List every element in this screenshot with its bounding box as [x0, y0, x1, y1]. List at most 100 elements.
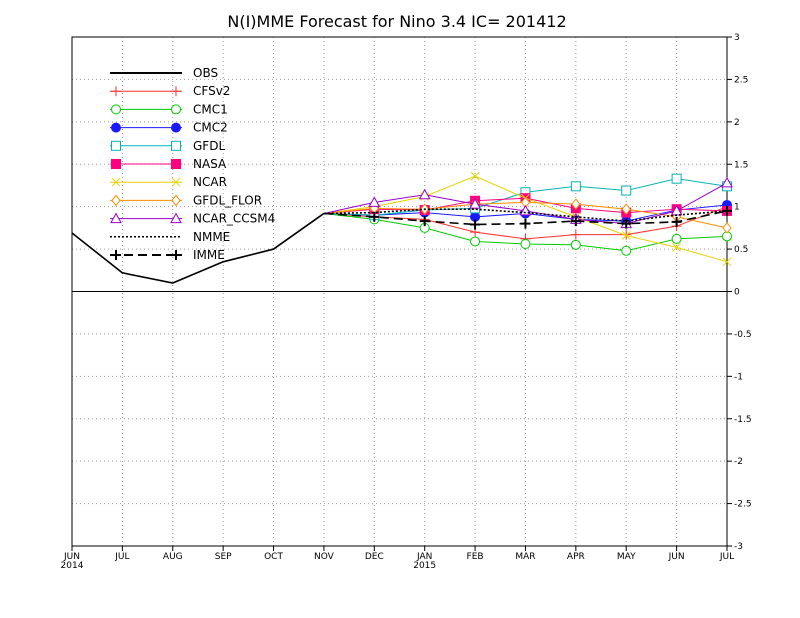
- x-tick-label: NOV: [314, 552, 335, 562]
- legend-marker-cmc1: [111, 104, 121, 115]
- x-tick-label: SEP: [215, 552, 232, 562]
- axes: [71, 36, 732, 551]
- legend-label-gfdl-flor: GFDL_FLOR: [193, 193, 262, 207]
- series-ncar: [323, 171, 732, 267]
- data-point-imme: [570, 216, 581, 227]
- legend-item-obs: OBS: [110, 66, 218, 80]
- legend-marker-gfdl: [111, 140, 121, 151]
- data-point-cmc1: [621, 245, 632, 256]
- x-year-label: 2015: [413, 561, 436, 571]
- series-line-nmme: [323, 208, 728, 222]
- legend-item-nasa: NASA: [110, 157, 227, 171]
- series-obs: [71, 212, 325, 284]
- x-tick-label: JUL: [719, 552, 734, 562]
- data-point-gfdl-flor: [722, 222, 732, 234]
- y-tick-label: 1.5: [734, 160, 748, 170]
- data-point-gfdl-flor: [571, 198, 581, 210]
- data-point-imme: [621, 218, 632, 229]
- y-tick-label: 2: [734, 118, 740, 128]
- x-tick-label: MAY: [617, 552, 636, 562]
- data-point-ncar-ccsm4: [469, 198, 481, 209]
- grid: [72, 37, 727, 546]
- y-tick-label: 1: [734, 203, 740, 213]
- y-tick-label: -1.5: [734, 415, 752, 425]
- legend-label-ncar-ccsm4: NCAR_CCSM4: [193, 212, 275, 226]
- legend-marker-gfdl-flor: [171, 194, 181, 207]
- y-tick-label: -2: [734, 457, 743, 467]
- data-point-ncar: [470, 171, 480, 181]
- legend-item-cfsv2: CFSv2: [110, 84, 230, 98]
- legend-label-nasa: NASA: [193, 157, 227, 171]
- series-imme: [323, 205, 732, 230]
- chart-title: N(I)MME Forecast for Nino 3.4 IC= 201412: [227, 12, 566, 31]
- legend-item-imme: IMME: [110, 248, 225, 262]
- series-nmme: [323, 208, 728, 222]
- data-point-imme: [671, 216, 682, 227]
- data-point-imme: [470, 219, 481, 230]
- legend-label-nmme: NMME: [193, 230, 230, 244]
- data-point-gfdl-flor: [621, 203, 631, 216]
- y-tick-label: -1: [734, 372, 743, 382]
- x-tick-label: AUG: [163, 552, 183, 562]
- y-tick-label: 0: [734, 288, 740, 298]
- data-point-ncar-ccsm4: [721, 176, 733, 188]
- x-year-label: 2014: [61, 561, 84, 571]
- legend-item-nmme: NMME: [110, 230, 230, 244]
- legend-label-gfdl: GFDL: [193, 139, 225, 153]
- legend-marker-nasa: [111, 159, 121, 169]
- x-tick-label: JUN: [668, 552, 685, 562]
- legend-item-ncar: NCAR: [110, 175, 227, 189]
- x-tick-label: MAR: [515, 552, 535, 562]
- legend-item-cmc2: CMC2: [110, 121, 228, 135]
- legend-label-cfsv2: CFSv2: [193, 84, 230, 98]
- legend: OBS CFSv2 CMC1 CMC2 GFDL NASA NCAR GFDL_FLOR NCA…: [110, 66, 275, 262]
- legend-marker-cfsv2: [111, 86, 121, 97]
- legend-marker-cfsv2: [171, 86, 181, 97]
- data-point-ncar-ccsm4: [418, 188, 431, 200]
- data-point-ncar: [621, 231, 631, 240]
- y-tick-label: 3: [734, 33, 740, 43]
- legend-item-ncar-ccsm4: NCAR_CCSM4: [110, 212, 275, 226]
- y-tick-label: -2.5: [734, 500, 752, 510]
- legend-marker-ncar-ccsm4: [170, 212, 182, 224]
- x-tick-label: JUL: [114, 552, 129, 562]
- legend-marker-ncar: [171, 177, 181, 187]
- x-tick-label: JUN: [63, 552, 80, 562]
- legend-marker-cmc1: [171, 104, 181, 115]
- data-point-cmc1: [470, 236, 481, 247]
- y-tick-label: -0.5: [734, 330, 752, 340]
- y-tick-label: 0.5: [734, 245, 748, 255]
- legend-label-imme: IMME: [193, 248, 225, 262]
- data-point-imme: [369, 211, 380, 222]
- legend-marker-gfdl: [171, 140, 181, 151]
- data-point-imme: [722, 205, 732, 216]
- legend-label-obs: OBS: [193, 66, 218, 80]
- data-point-gfdl: [621, 185, 632, 196]
- x-tick-label: OCT: [264, 552, 283, 562]
- data-point-ncar-ccsm4: [368, 196, 381, 207]
- x-tick-label: FEB: [467, 552, 484, 562]
- x-tick-label: JAN: [416, 552, 432, 562]
- data-point-cfsv2: [570, 229, 581, 240]
- data-point-gfdl: [570, 181, 581, 192]
- series-line-obs: [71, 212, 325, 284]
- legend-item-cmc1: CMC1: [110, 102, 228, 116]
- legend-item-gfdl: GFDL: [110, 139, 225, 153]
- legend-marker-nasa: [171, 159, 181, 169]
- x-tick-label: DEC: [365, 552, 384, 562]
- legend-marker-gfdl-flor: [111, 194, 121, 207]
- data-point-ncar: [722, 257, 732, 267]
- data-point-imme: [419, 216, 430, 227]
- y-tick-label: 2.5: [734, 75, 748, 85]
- legend-label-cmc1: CMC1: [193, 102, 228, 116]
- series-layer: [71, 171, 733, 284]
- legend-item-gfdl-flor: GFDL_FLOR: [110, 193, 262, 207]
- data-point-gfdl: [671, 173, 682, 184]
- y-tick-label: -3: [734, 542, 743, 552]
- legend-marker-cmc2: [171, 122, 181, 133]
- legend-marker-ncar-ccsm4: [110, 212, 122, 224]
- legend-label-ncar: NCAR: [193, 175, 227, 189]
- legend-marker-imme: [171, 250, 181, 260]
- legend-marker-cmc2: [111, 122, 121, 133]
